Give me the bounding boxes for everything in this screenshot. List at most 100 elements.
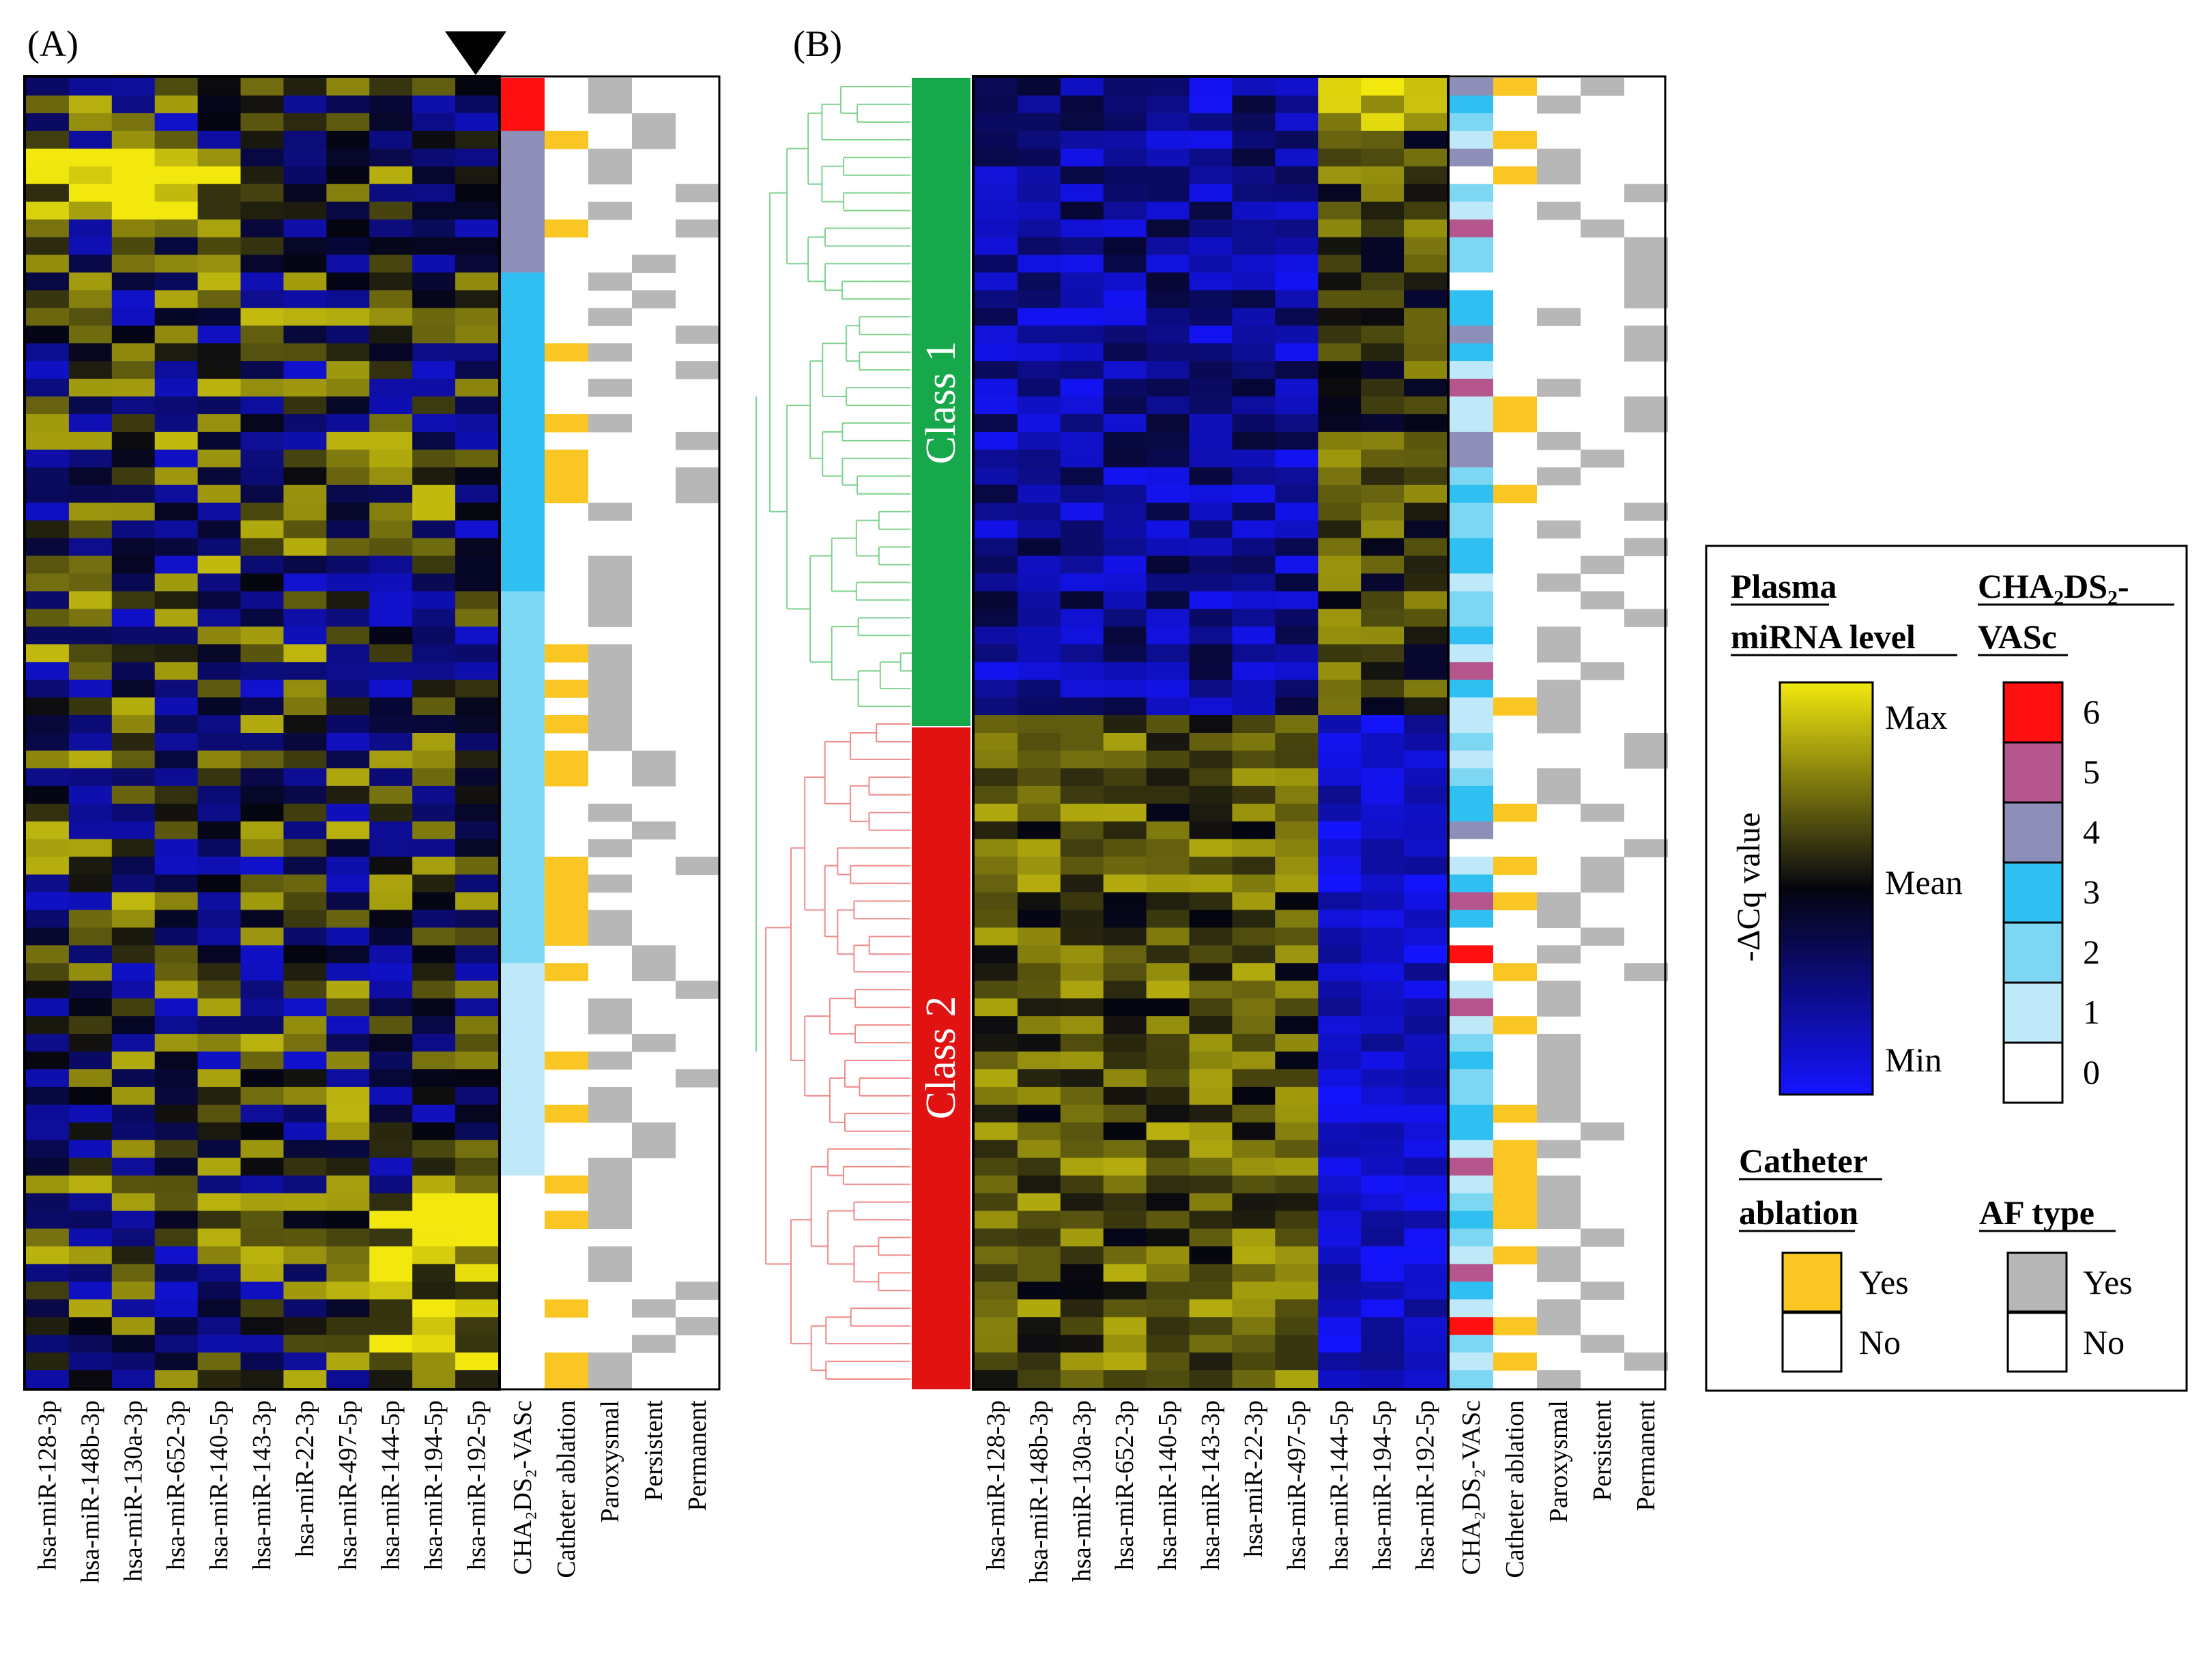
ablation-cell [545,963,588,981]
panel-a-frame [23,75,721,1391]
af-type-cell [1537,910,1581,929]
heatmap-cell [975,78,1018,96]
af-type-cell [1537,892,1581,911]
heatmap-cell [1146,1086,1190,1105]
heatmap-cell [1146,113,1190,132]
af-type-cell [588,697,632,716]
heatmap-cell [111,1228,156,1247]
heatmap-cell [369,414,413,433]
heatmap-cell [111,1104,156,1123]
heatmap-cell [1146,272,1190,291]
cha-level-label: 5 [2083,753,2100,791]
cha-score-cell [501,396,545,415]
heatmap-cell [369,325,413,344]
heatmap-cell [455,715,499,734]
heatmap-cell [1146,431,1190,450]
cha-score-cell [1450,662,1493,680]
heatmap-cell [455,431,499,450]
heatmap-cell [975,733,1018,751]
cha-score-cell [1450,1246,1493,1264]
heatmap-cell [975,130,1018,149]
heatmap-cell [412,1246,456,1264]
heatmap-cell [68,963,113,981]
heatmap-cell [975,1228,1018,1247]
heatmap-cell [412,520,456,539]
heatmap-cell [1060,1086,1104,1105]
heatmap-cell [1146,733,1190,751]
heatmap-cell [1318,1157,1362,1176]
heatmap-cell [1103,945,1147,964]
heatmap-cell [1361,1034,1405,1052]
heatmap-cell [154,644,199,663]
heatmap-cell [369,343,413,362]
af-type-cell [1537,1317,1581,1335]
heatmap-cell [975,1317,1018,1335]
heatmap-cell [369,715,413,734]
heatmap-cell [1404,1352,1448,1371]
heatmap-cell [1404,255,1448,274]
af-type-cell [632,750,676,769]
heatmap-cell [111,1122,156,1141]
heatmap-cell [1361,644,1405,663]
cha-level-label: 1 [2083,993,2100,1031]
af-type-cell [1537,1211,1581,1230]
heatmap-cell [1103,396,1147,415]
heatmap-cell [1189,538,1233,557]
heatmap-cell [111,113,156,132]
heatmap-cell [1275,184,1319,203]
heatmap-cell [369,1034,413,1052]
heatmap-cell [68,272,113,291]
heatmap-cell [975,113,1018,132]
heatmap-cell [1275,892,1319,911]
heatmap-cell [369,609,413,627]
heatmap-cell [197,1104,242,1123]
heatmap-cell [1404,343,1448,362]
heatmap-cell [26,1281,70,1300]
heatmap-cell [1275,839,1319,858]
heatmap-cell [26,1104,70,1123]
heatmap-cell [1318,697,1362,716]
heatmap-cell [1146,414,1190,433]
heatmap-cell [412,1104,456,1123]
aftype-yes-label: Yes [2083,1263,2133,1301]
heatmap-cell [369,1264,413,1282]
heatmap-cell [1275,520,1319,539]
heatmap-cell [154,237,199,256]
heatmap-cell [240,272,285,291]
heatmap-cell [1404,697,1448,716]
cha-score-cell [1450,981,1493,999]
af-type-cell [588,1370,632,1389]
heatmap-cell [1404,1052,1448,1070]
heatmap-cell [326,325,370,344]
cha-score-cell [1450,1317,1493,1335]
column-labels-b: hsa-miR-128-3p hsa-miR-148b-3p hsa-miR-130… [982,1400,1440,1583]
heatmap-cell [1275,484,1319,504]
heatmap-cell [68,1157,113,1176]
heatmap-cell [1318,910,1362,929]
heatmap-cell [1103,1211,1147,1230]
heatmap-cell [1232,644,1276,663]
heatmap-cell [455,1052,499,1070]
column-label: hsa-miR-194-5p [1368,1400,1397,1570]
heatmap-cell [455,520,499,539]
cha-score-cell [501,1193,545,1212]
heatmap-cell [1189,555,1233,575]
heatmap-cell [1275,1157,1319,1176]
heatmap-cell [1103,520,1147,539]
heatmap-cell [111,981,156,999]
heatmap-cell [975,467,1018,486]
ablation-cell [1493,892,1537,911]
cha-score-cell [1450,78,1493,96]
heatmap-cell [26,308,70,326]
heatmap-cell [1103,130,1147,149]
heatmap-cell [975,1246,1018,1264]
heatmap-cell [1275,449,1319,468]
heatmap-cell [455,573,499,592]
heatmap-cell [1060,1193,1104,1212]
af-type-cell [676,325,719,344]
heatmap-cell [1275,662,1319,680]
heatmap-cell [197,715,242,734]
heatmap-cell [326,166,370,185]
cha-score-cell [501,1370,545,1389]
heatmap-cell [1017,1281,1061,1300]
